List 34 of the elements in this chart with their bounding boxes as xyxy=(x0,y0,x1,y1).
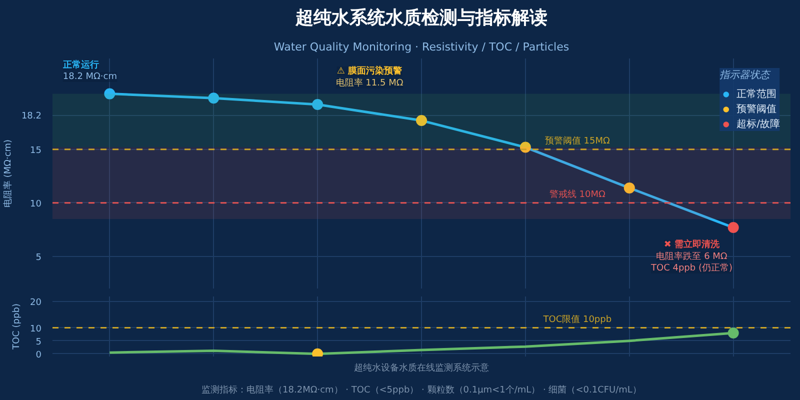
y-tick-label: 10 xyxy=(30,199,42,210)
text: 监测指标：电阻率（18.2MΩ·cm） · TOC（<5ppb） · 颗粒数（0.1μm<1个/mL） · 细菌（<0.1CFU/mL） xyxy=(202,384,642,396)
point xyxy=(624,182,635,194)
annotation: TOC 4ppb (仍正常) xyxy=(650,262,732,274)
y-tick-label: 15 xyxy=(30,146,42,156)
y-axis-title: 电阻率 (MΩ·cm) xyxy=(2,139,14,208)
chart-title: 超纯水系统水质检测与指标解读 xyxy=(294,8,548,28)
annotation: 电阻率 11.5 MΩ xyxy=(336,77,404,88)
ref-line-label: TOC限值 10ppb xyxy=(542,314,612,325)
legend-label: 预警阈值 xyxy=(736,103,777,116)
legend-title: 指示器状态 xyxy=(720,68,772,82)
y-tick-label: 5 xyxy=(36,252,42,263)
text: 超纯水设备水质在线监测系统示意 xyxy=(354,362,489,374)
y-tick-label: 0 xyxy=(36,350,42,360)
annotation: ⚠ 膜面污染预警 xyxy=(336,66,402,77)
ref-line-label: 警戒线 10MΩ xyxy=(549,188,606,200)
y-tick-label: 20 xyxy=(30,298,42,308)
ref-line-label: 预警阈值 15MΩ xyxy=(544,135,610,146)
annotation: 正常运行 xyxy=(62,59,99,70)
point xyxy=(104,88,116,100)
y-tick-label: 18.2 xyxy=(21,112,42,122)
legend-label: 正常范围 xyxy=(736,88,777,101)
point xyxy=(416,115,427,126)
point xyxy=(728,222,739,234)
point xyxy=(208,92,220,104)
annotation: 18.2 MΩ·cm xyxy=(62,72,118,82)
annotation: 电阻率跌至 6 MΩ xyxy=(656,250,728,262)
y-axis-title: TOC (ppb) xyxy=(12,304,22,350)
chart-subtitle: Water Quality Monitoring · Resistivity / TOC / Particles xyxy=(274,40,570,54)
y-tick-label: 5 xyxy=(36,337,42,348)
y-tick-label: 10 xyxy=(30,324,42,334)
point xyxy=(312,99,324,110)
legend-label: 超标/故障 xyxy=(736,118,780,131)
annotation: ✖ 需立即清洗 xyxy=(664,238,721,250)
